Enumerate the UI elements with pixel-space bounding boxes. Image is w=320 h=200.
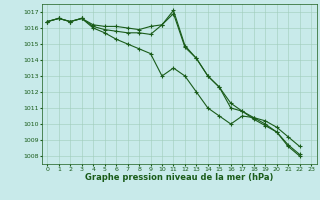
X-axis label: Graphe pression niveau de la mer (hPa): Graphe pression niveau de la mer (hPa) — [85, 173, 273, 182]
